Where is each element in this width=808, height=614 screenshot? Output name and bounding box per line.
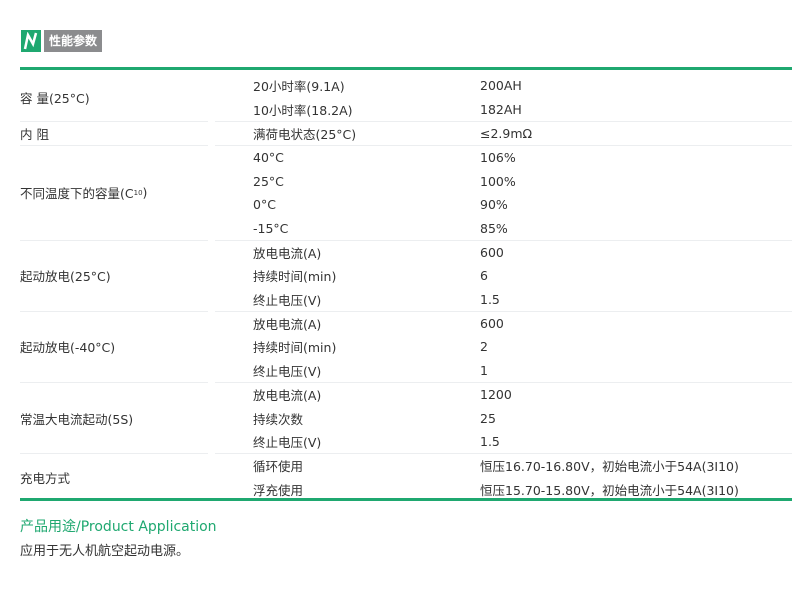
spec-label: 不同温度下的容量(C 10)	[20, 146, 208, 241]
value-cell: 1200	[480, 387, 512, 403]
value-cell: 90%	[480, 197, 508, 213]
table-row: 0°C 90%	[215, 193, 792, 216]
spec-label: 起动放电(25°C)	[20, 241, 208, 312]
condition-cell: 0°C	[253, 197, 276, 213]
value-cell: 106%	[480, 150, 516, 166]
value-cell: 2	[480, 339, 488, 355]
spec-label-text: 不同温度下的容量(C	[20, 186, 134, 202]
table-row: 10小时率(18.2A) 182AH	[215, 97, 792, 120]
lightning-logo-icon	[21, 30, 41, 52]
value-cell: ≤2.9mΩ	[480, 125, 533, 141]
condition-cell: -15°C	[253, 220, 289, 236]
value-cell: 恒压15.70-15.80V，初始电流小于54A(3I10)	[480, 482, 739, 498]
spec-group: 充电方式 循环使用 恒压16.70-16.80V，初始电流小于54A(3I10) 浮充…	[20, 454, 792, 501]
table-row: 持续时间(min) 2	[215, 335, 792, 358]
spec-label: 常温大电流起动(5S)	[20, 383, 208, 455]
condition-cell: 满荷电状态(25°C)	[253, 126, 357, 142]
condition-cell: 浮充使用	[253, 482, 304, 498]
table-row: 终止电压(V) 1.5	[215, 288, 792, 311]
spec-table: 容 量(25°C) 20小时率(9.1A) 200AH 10小时率(18.2A) 182…	[20, 74, 792, 501]
spec-label: 容 量(25°C)	[20, 74, 208, 122]
condition-cell: 持续次数	[253, 411, 304, 427]
spec-group: 容 量(25°C) 20小时率(9.1A) 200AH 10小时率(18.2A) 182…	[20, 74, 792, 122]
value-cell: 85%	[480, 220, 508, 236]
table-row: 25°C 100%	[215, 170, 792, 193]
value-cell: 25	[480, 410, 496, 426]
value-cell: 600	[480, 244, 504, 260]
table-row: 终止电压(V) 1	[215, 359, 792, 382]
spec-label-text: 起动放电(25°C)	[20, 269, 111, 285]
condition-cell: 循环使用	[253, 459, 304, 475]
value-cell: 1	[480, 362, 488, 378]
condition-cell: 终止电压(V)	[253, 363, 322, 379]
spec-label: 起动放电(-40°C)	[20, 312, 208, 384]
spec-label-text: 内 阻	[20, 126, 49, 142]
condition-cell: 放电电流(A)	[253, 317, 322, 333]
table-row: 持续时间(min) 6	[215, 264, 792, 287]
table-row: 浮充使用 恒压15.70-15.80V，初始电流小于54A(3I10)	[215, 478, 792, 501]
section-header: 性能参数	[21, 30, 103, 52]
suffix: )	[142, 185, 148, 201]
value-cell: 6	[480, 268, 488, 284]
value-cell: 1.5	[480, 434, 500, 450]
condition-cell: 10小时率(18.2A)	[253, 102, 353, 118]
spec-label-text: 容 量(25°C)	[20, 90, 90, 106]
condition-cell: 25°C	[253, 173, 284, 189]
table-row: -15°C 85%	[215, 216, 792, 239]
spec-group: 不同温度下的容量(C 10) 40°C 106% 25°C 100% 0°C 90% -15°C…	[20, 146, 792, 241]
table-row: 放电电流(A) 600	[215, 241, 792, 264]
bottom-divider	[20, 498, 792, 501]
spec-label-text: 充电方式	[20, 471, 71, 487]
condition-cell: 放电电流(A)	[253, 388, 322, 404]
value-cell: 1.5	[480, 291, 500, 307]
spec-label-text: 常温大电流起动(5S)	[20, 411, 134, 427]
condition-cell: 20小时率(9.1A)	[253, 79, 345, 95]
top-divider	[20, 67, 792, 70]
table-row: 满荷电状态(25°C) ≤2.9mΩ	[215, 122, 792, 145]
table-row: 终止电压(V) 1.5	[215, 430, 792, 453]
spec-group: 内 阻 满荷电状态(25°C) ≤2.9mΩ	[20, 122, 792, 147]
subscript: 10	[133, 188, 143, 197]
value-cell: 182AH	[480, 101, 522, 117]
value-cell: 100%	[480, 173, 516, 189]
spec-label: 充电方式	[20, 454, 208, 501]
condition-cell: 40°C	[253, 150, 284, 166]
condition-cell: 放电电流(A)	[253, 245, 322, 261]
spec-label-text: 起动放电(-40°C)	[20, 340, 116, 356]
application-description: 应用于无人机航空起动电源。	[20, 544, 190, 559]
table-row: 放电电流(A) 1200	[215, 383, 792, 406]
table-row: 放电电流(A) 600	[215, 312, 792, 335]
condition-cell: 终止电压(V)	[253, 292, 322, 308]
spec-group: 起动放电(-40°C) 放电电流(A) 600 持续时间(min) 2 终止电压(V) 1	[20, 312, 792, 384]
table-row: 循环使用 恒压16.70-16.80V，初始电流小于54A(3I10)	[215, 454, 792, 477]
table-row: 20小时率(9.1A) 200AH	[215, 74, 792, 97]
spec-label: 内 阻	[20, 122, 208, 147]
table-row: 持续次数 25	[215, 406, 792, 429]
value-cell: 恒压16.70-16.80V，初始电流小于54A(3I10)	[480, 459, 739, 475]
table-row: 40°C 106%	[215, 146, 792, 169]
section-title: 性能参数	[44, 30, 103, 52]
application-title: 产品用途/Product Application	[20, 519, 217, 535]
value-cell: 200AH	[480, 78, 522, 94]
spec-group: 起动放电(25°C) 放电电流(A) 600 持续时间(min) 6 终止电压(V) 1.5	[20, 241, 792, 312]
value-cell: 600	[480, 316, 504, 332]
spec-group: 常温大电流起动(5S) 放电电流(A) 1200 持续次数 25 终止电压(V) 1.5	[20, 383, 792, 455]
condition-cell: 终止电压(V)	[253, 435, 322, 451]
condition-cell: 持续时间(min)	[253, 269, 337, 285]
condition-cell: 持续时间(min)	[253, 340, 337, 356]
